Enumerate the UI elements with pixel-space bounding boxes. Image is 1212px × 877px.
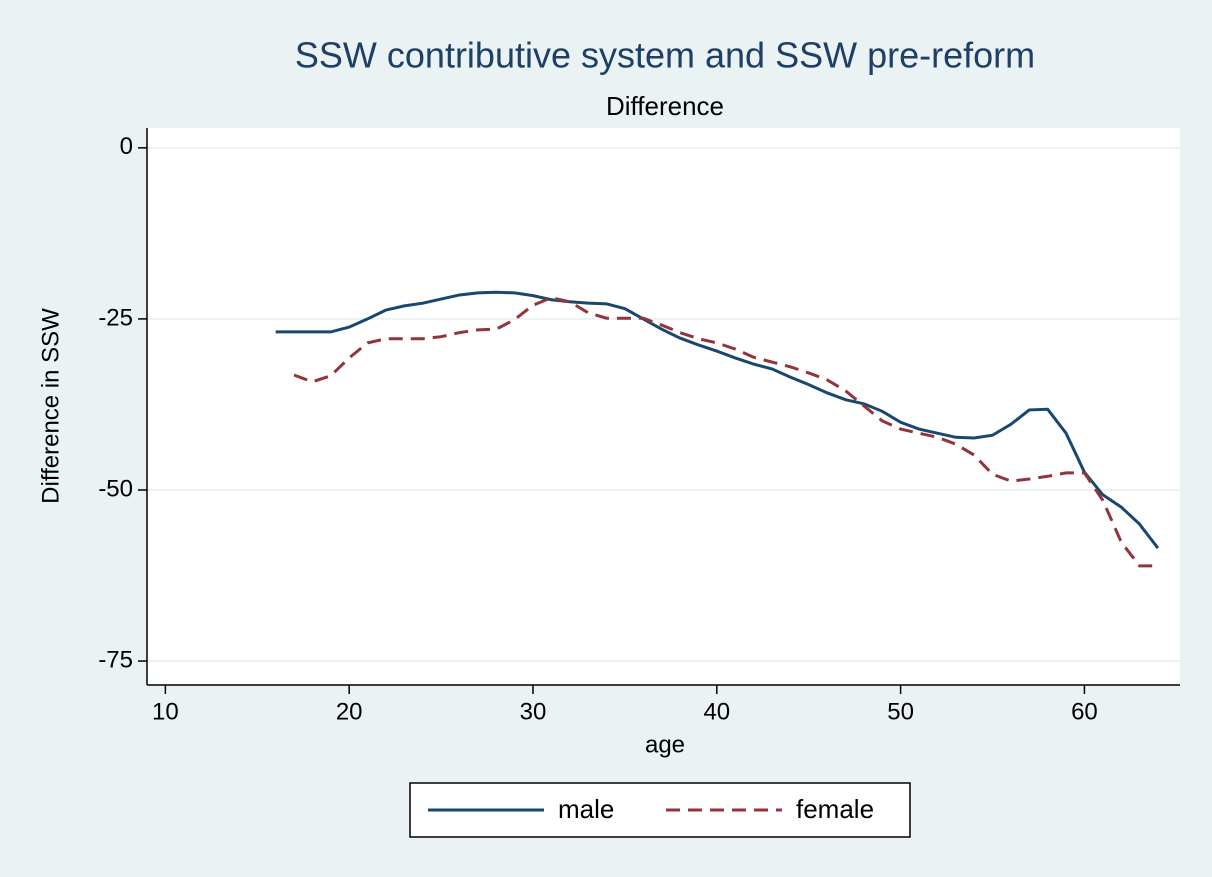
x-tick-label: 20 — [336, 698, 363, 725]
y-axis-label: Difference in SSW — [37, 308, 64, 504]
y-tick-label: -25 — [98, 304, 133, 331]
plot-area — [147, 128, 1180, 685]
x-axis-label: age — [645, 731, 685, 758]
series-line — [275, 290, 1160, 550]
legend-label: female — [796, 794, 874, 824]
series-line — [293, 296, 1158, 568]
y-tick-label: -75 — [98, 646, 133, 673]
y-tick-label: -50 — [98, 475, 133, 502]
chart-subtitle: Difference — [606, 91, 724, 121]
x-tick-label: 10 — [152, 698, 179, 725]
x-tick-label: 30 — [520, 698, 547, 725]
x-tick-label: 40 — [703, 698, 730, 725]
x-tick-label: 60 — [1071, 698, 1098, 725]
x-tick-label: 50 — [887, 698, 914, 725]
legend-label: male — [558, 794, 614, 824]
y-tick-label: 0 — [120, 133, 133, 160]
chart-title: SSW contributive system and SSW pre-refo… — [295, 35, 1035, 76]
